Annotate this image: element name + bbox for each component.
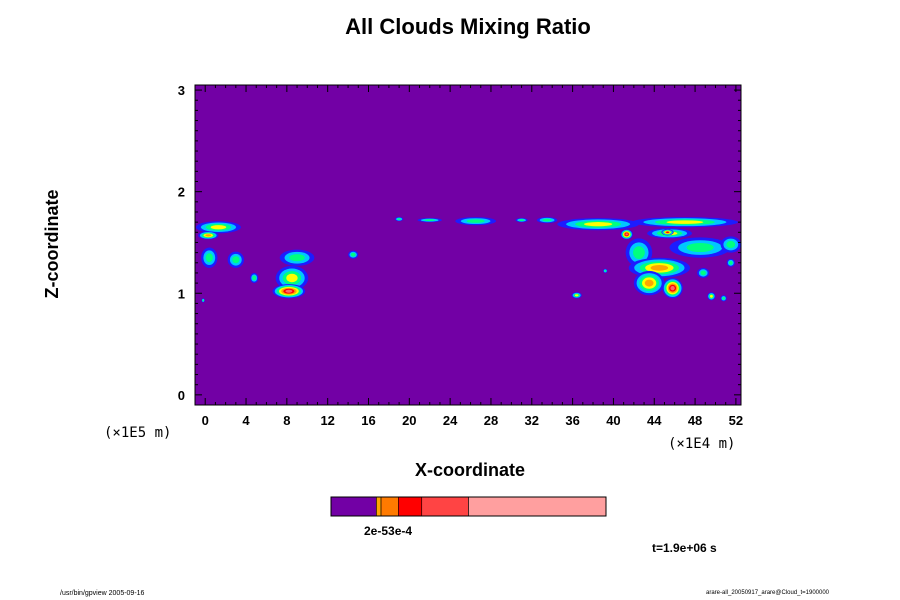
colorbar-segment <box>421 496 469 517</box>
cloud-blob <box>707 292 716 301</box>
cloud-contour-level <box>670 286 675 291</box>
chart-title: All Clouds Mixing Ratio <box>345 14 591 39</box>
colorbar-frame <box>330 496 607 517</box>
x-tick-label: 44 <box>647 413 662 428</box>
x-tick-label: 28 <box>484 413 498 428</box>
plot-frame <box>194 84 742 406</box>
colorbar-segment <box>380 496 399 517</box>
footer-left: /usr/bin/gpview 2005-09-16 <box>60 590 145 597</box>
colorbar-segment <box>330 496 377 517</box>
cloud-blob <box>720 236 741 253</box>
cloud-contour-level <box>252 275 257 281</box>
cloud-contour-level <box>625 233 628 236</box>
cloud-blob <box>633 270 665 296</box>
x-tick-label: 36 <box>565 413 579 428</box>
cloud-blob <box>227 251 244 268</box>
cloud-blob <box>279 249 315 266</box>
cloud-blob <box>661 229 674 236</box>
cloud-contour-level <box>644 279 654 287</box>
cloud-contour-level <box>604 270 607 272</box>
cloud-contour-level <box>583 222 613 227</box>
cloud-contour-level <box>700 270 706 276</box>
cloud-blob <box>455 217 497 226</box>
y-tick-label: 1 <box>178 286 185 301</box>
cloud-contour-level <box>424 219 436 222</box>
cloud-blob <box>275 265 309 291</box>
x-tick-label: 8 <box>283 413 290 428</box>
x-tick-label: 48 <box>688 413 702 428</box>
cloud-blob <box>395 217 404 222</box>
cloud-blob <box>726 258 735 267</box>
cloud-blob <box>515 218 528 223</box>
x-tick-label: 20 <box>402 413 416 428</box>
cloud-contour-level <box>232 256 240 264</box>
cloud-contour-level <box>518 219 525 222</box>
cloud-contour-level <box>726 240 736 249</box>
cloud-contour-level <box>350 252 356 257</box>
x-scale-label: (×1E4 m) <box>668 436 736 452</box>
cloud-blob <box>198 231 219 240</box>
cloud-blob <box>603 268 608 273</box>
cloud-blob <box>536 217 558 224</box>
y-axis-label: Z-coordinate <box>42 189 62 299</box>
cloud-blob <box>571 292 582 299</box>
colorbar-tick-label: 2e-53e-4 <box>364 524 413 538</box>
cloud-contour-level <box>466 219 485 223</box>
x-tick-label: 52 <box>729 413 743 428</box>
y-scale-label: (×1E5 m) <box>104 425 172 441</box>
cloud-contour-level <box>397 218 401 220</box>
x-tick-label: 40 <box>606 413 620 428</box>
y-tick-label: 0 <box>178 388 185 403</box>
cloud-contour-level <box>285 289 293 293</box>
cloud-blob <box>662 278 683 299</box>
cloud-contour-level <box>210 225 227 230</box>
y-tick-label: 2 <box>178 185 185 200</box>
cloud-contour-level <box>289 254 305 262</box>
cloud-contour-level <box>666 220 704 224</box>
cloud-contour-level <box>205 253 213 263</box>
x-tick-label: 4 <box>242 413 250 428</box>
x-tick-label: 12 <box>320 413 334 428</box>
colorbar-segment <box>468 496 607 517</box>
cloud-blob <box>417 218 442 223</box>
cloud-contour-level <box>202 299 204 302</box>
x-axis-label: X-coordinate <box>414 460 525 480</box>
cloud-contour-level <box>542 218 552 222</box>
field-background <box>195 85 741 405</box>
cloud-blob <box>631 217 738 228</box>
cloud-contour-level <box>650 264 669 271</box>
cloud-blob <box>201 247 218 268</box>
x-tick-label: 24 <box>443 413 458 428</box>
cloud-blob <box>720 295 727 302</box>
cloud-blob <box>557 218 639 231</box>
time-annotation: t=1.9e+06 s <box>652 541 717 555</box>
colorbar-segment <box>376 496 382 517</box>
cloud-contour-level <box>709 294 713 298</box>
x-tick-label: 16 <box>361 413 375 428</box>
footer-right: arare-all_20050917_arare@Cloud_t=1900000 <box>706 590 830 596</box>
x-tick-label: 0 <box>202 413 209 428</box>
cloud-blob <box>620 229 633 240</box>
cloud-contour-level <box>633 246 645 259</box>
x-tick-label: 32 <box>525 413 539 428</box>
cloud-blob <box>669 237 731 258</box>
cloud-contour-level <box>666 231 670 234</box>
cloud-blob <box>348 250 359 259</box>
cloud-blob <box>196 221 241 234</box>
cloud-blob <box>250 272 259 284</box>
cloud-contour-level <box>722 296 726 300</box>
cloud-contour-level <box>286 273 298 283</box>
cloud-contour-level <box>686 243 714 253</box>
cloud-contour-level <box>205 234 212 237</box>
cloud-blob <box>201 298 205 303</box>
cloud-contour-level <box>574 294 579 297</box>
cloud-blob <box>272 284 306 299</box>
colorbar-segment <box>398 496 423 517</box>
y-tick-label: 3 <box>178 83 185 98</box>
cloud-blob <box>697 267 710 279</box>
cloud-contour-level <box>728 260 733 265</box>
